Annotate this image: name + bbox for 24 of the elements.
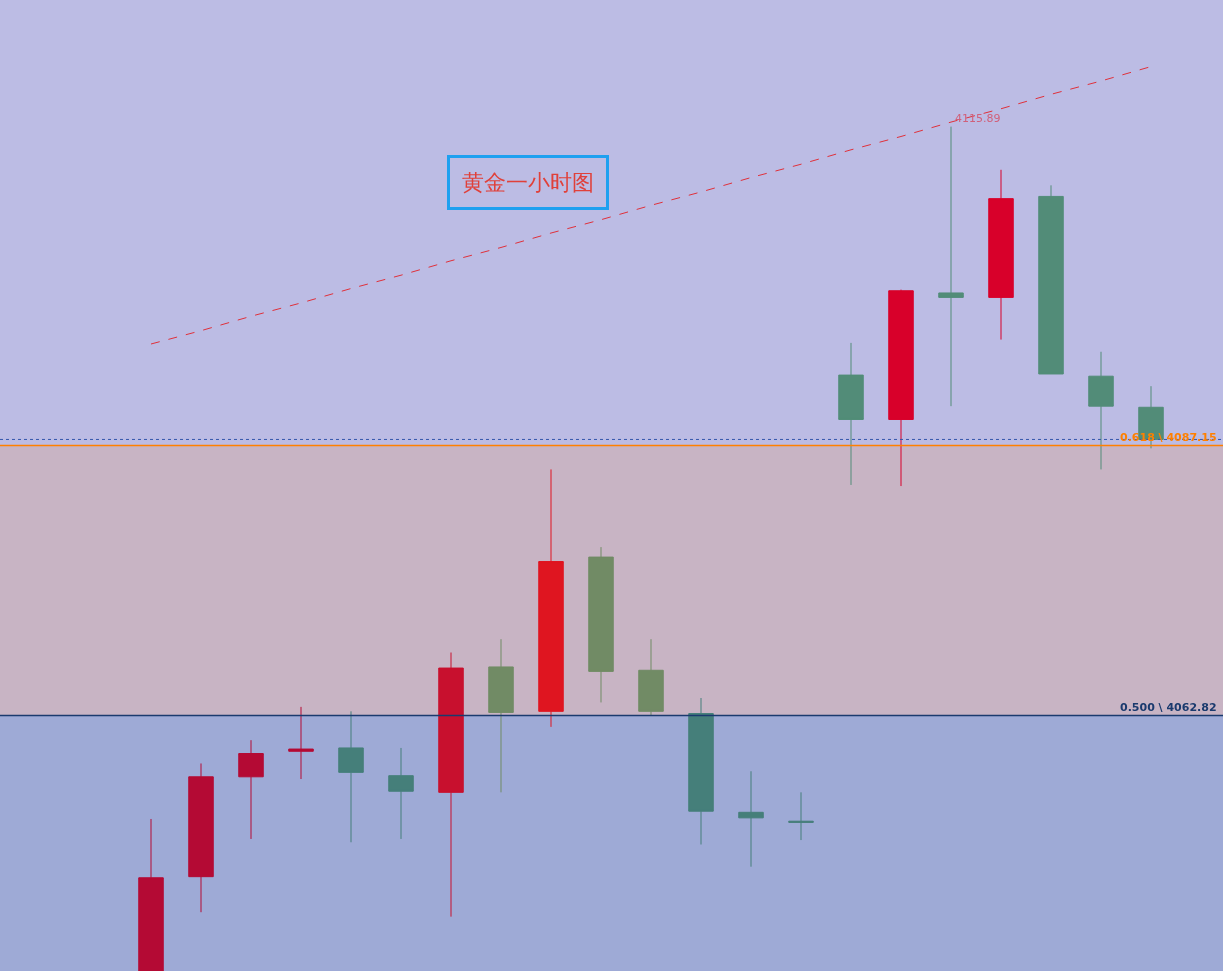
- candlestick: [238, 739, 264, 840]
- candlestick: [738, 770, 764, 868]
- candlestick: [838, 342, 864, 486]
- candlestick: [788, 791, 814, 841]
- candlestick: [688, 697, 714, 845]
- candlestick: [138, 818, 164, 971]
- candlestick: [538, 468, 564, 728]
- candlestick: [588, 546, 614, 703]
- candlestick: [1088, 351, 1114, 470]
- candlestick: [938, 126, 964, 407]
- candlestick: [288, 706, 314, 780]
- ref-line-label: 0.618 \ 4087.15: [1120, 431, 1217, 444]
- candlestick: [988, 169, 1014, 341]
- candlestick: [638, 638, 664, 717]
- candlestick: [438, 652, 464, 918]
- annotation: 4115.89: [955, 112, 1001, 125]
- candlestick: [888, 289, 914, 487]
- candlestick: [188, 762, 214, 913]
- candlestick: [1038, 184, 1064, 375]
- candlestick: [338, 710, 364, 843]
- ref-line-label: 0.500 \ 4062.82: [1120, 701, 1217, 714]
- text: 黄金一小时图: [462, 170, 594, 195]
- candlestick: [388, 747, 414, 840]
- candlestick: [488, 638, 514, 793]
